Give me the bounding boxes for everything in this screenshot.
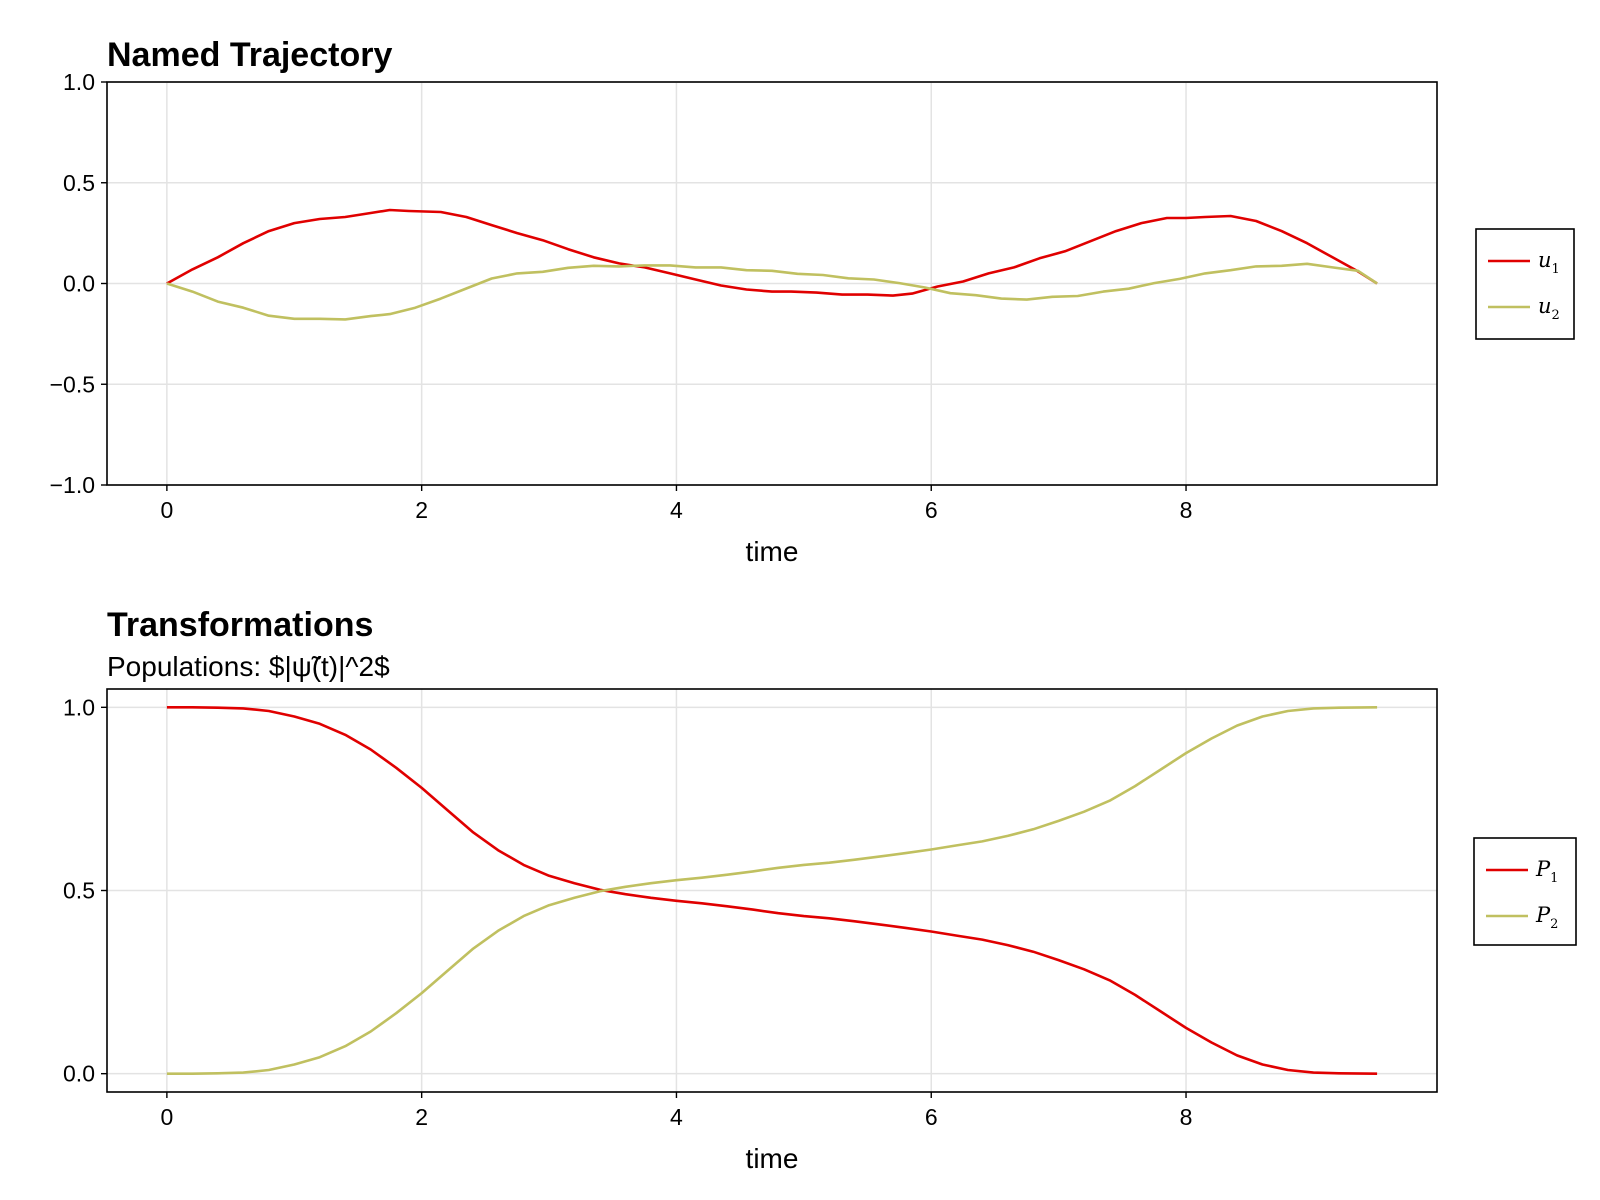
series-line-P2: [166, 706, 1378, 1075]
legend-box: [1475, 228, 1575, 340]
x-tick-label: 4: [670, 1104, 683, 1130]
x-tick-label: 8: [1180, 1104, 1193, 1130]
x-tick-label: 6: [925, 1104, 938, 1130]
x-tick-label: 0: [160, 497, 173, 523]
x-axis-label: time: [746, 1143, 799, 1174]
legend-box: [1473, 837, 1577, 946]
chart-1: Named Trajectory 0 2 4 6 8 1.0 0.5 0.0 −0.5 −1.0 ti…: [50, 36, 1575, 567]
series-line-u2: [166, 262, 1378, 321]
x-tick-label: 8: [1180, 497, 1193, 523]
y-tick-label: 1.0: [63, 694, 95, 720]
chart-2: Transformations Populations: $|ψ̃(t)|^2$ 0…: [63, 606, 1577, 1174]
y-tick-label: 0.5: [63, 878, 95, 904]
y-tick-label: 0.5: [63, 170, 95, 196]
y-tick-label: 0.0: [63, 271, 95, 297]
x-tick-label: 2: [415, 497, 428, 523]
x-tick-label: 6: [925, 497, 938, 523]
chart-title: Transformations: [107, 606, 373, 644]
y-tick-label: 0.0: [63, 1061, 95, 1087]
chart-subtitle: Populations: $|ψ̃(t)|^2$: [107, 651, 390, 682]
y-tick-label: 1.0: [63, 69, 95, 95]
x-tick-label: 4: [670, 497, 683, 523]
series-line-P1: [166, 705, 1378, 1075]
x-axis-label: time: [746, 536, 799, 567]
chart-title: Named Trajectory: [107, 36, 392, 74]
y-tick-label: −0.5: [50, 371, 95, 397]
series-line-u1: [166, 208, 1378, 297]
x-tick-label: 0: [160, 1104, 173, 1130]
y-tick-label: −1.0: [50, 472, 95, 498]
x-tick-label: 2: [415, 1104, 428, 1130]
